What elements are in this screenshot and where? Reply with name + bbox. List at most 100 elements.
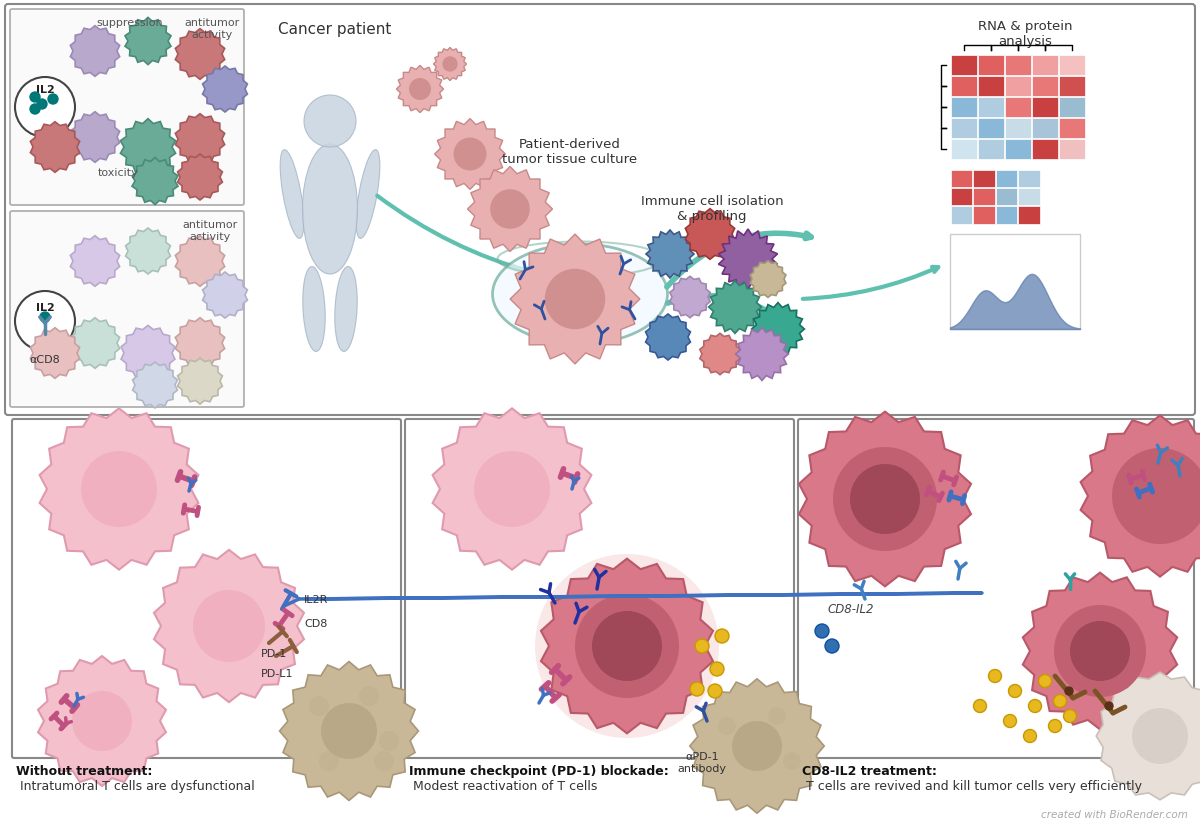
Polygon shape [468, 167, 552, 252]
Bar [996, 170, 1018, 188]
Circle shape [193, 590, 265, 662]
Circle shape [379, 731, 398, 751]
Ellipse shape [302, 145, 358, 275]
Text: Patient-derived
tumor tissue culture: Patient-derived tumor tissue culture [503, 138, 637, 165]
Text: CD8-IL2: CD8-IL2 [828, 603, 875, 616]
Circle shape [710, 662, 724, 676]
Bar [950, 76, 977, 97]
Bar [1058, 118, 1085, 138]
Polygon shape [433, 49, 467, 81]
Polygon shape [708, 281, 762, 334]
Bar [973, 189, 995, 206]
Polygon shape [71, 318, 120, 369]
Text: PD-1: PD-1 [262, 648, 287, 658]
Polygon shape [510, 235, 640, 365]
Circle shape [443, 57, 457, 73]
Circle shape [1003, 715, 1016, 728]
Bar [1004, 76, 1031, 97]
Polygon shape [750, 261, 786, 298]
Text: αPD-1
antibody: αPD-1 antibody [678, 751, 726, 772]
Bar [996, 189, 1018, 206]
Circle shape [833, 447, 937, 552]
Ellipse shape [335, 267, 358, 352]
Bar [978, 98, 1003, 117]
Circle shape [850, 465, 920, 534]
Circle shape [14, 78, 74, 138]
Circle shape [40, 313, 50, 323]
Ellipse shape [302, 267, 325, 352]
Circle shape [973, 700, 986, 713]
Circle shape [690, 682, 704, 696]
Bar [978, 139, 1003, 160]
Circle shape [1054, 695, 1067, 708]
Bar [1004, 98, 1031, 117]
Text: Cancer patient: Cancer patient [278, 22, 391, 37]
Bar [1004, 55, 1031, 75]
Circle shape [30, 93, 40, 103]
FancyBboxPatch shape [10, 212, 244, 408]
Text: IL2: IL2 [36, 85, 54, 95]
Text: αCD8: αCD8 [30, 355, 60, 365]
FancyBboxPatch shape [12, 419, 401, 758]
Circle shape [319, 751, 340, 771]
Circle shape [374, 751, 394, 771]
Bar [950, 55, 977, 75]
Bar [978, 55, 1003, 75]
FancyBboxPatch shape [10, 10, 244, 206]
Circle shape [1063, 710, 1076, 723]
Polygon shape [719, 230, 778, 289]
Circle shape [535, 554, 719, 739]
Bar [950, 118, 977, 138]
Circle shape [1028, 700, 1042, 713]
Bar [978, 76, 1003, 97]
Polygon shape [685, 209, 734, 260]
Polygon shape [736, 328, 788, 381]
Circle shape [989, 670, 1002, 682]
Circle shape [30, 105, 40, 115]
Bar [1004, 118, 1031, 138]
Polygon shape [175, 115, 224, 165]
Polygon shape [178, 359, 222, 404]
Polygon shape [38, 657, 166, 786]
Circle shape [409, 79, 431, 101]
Polygon shape [71, 26, 120, 77]
Circle shape [304, 96, 356, 148]
Bar [1018, 207, 1039, 224]
Bar [1032, 118, 1057, 138]
Text: RNA & protein
analysis: RNA & protein analysis [978, 20, 1073, 48]
Polygon shape [30, 122, 79, 173]
Polygon shape [1022, 573, 1177, 729]
Text: CD8-IL2 treatment:: CD8-IL2 treatment: [802, 764, 937, 777]
Circle shape [491, 190, 530, 230]
Bar [978, 118, 1003, 138]
Text: antitumor
activity: antitumor activity [185, 18, 240, 40]
Circle shape [545, 270, 605, 330]
Circle shape [592, 611, 662, 681]
Ellipse shape [492, 245, 667, 345]
Polygon shape [71, 112, 120, 163]
Bar [950, 98, 977, 117]
Bar [950, 207, 972, 224]
Bar [1058, 55, 1085, 75]
Circle shape [708, 684, 722, 698]
Text: T cells are revived and kill tumor cells very efficiently: T cells are revived and kill tumor cells… [802, 779, 1142, 792]
Text: toxicity: toxicity [97, 168, 138, 178]
Bar [1032, 139, 1057, 160]
Bar [1032, 76, 1057, 97]
Circle shape [37, 100, 47, 110]
Bar [973, 207, 995, 224]
Bar [1032, 98, 1057, 117]
Text: antitumor
activity: antitumor activity [182, 220, 238, 241]
Text: IL2: IL2 [36, 303, 54, 313]
Circle shape [718, 717, 736, 735]
Circle shape [359, 686, 379, 706]
Polygon shape [175, 30, 224, 80]
Polygon shape [175, 237, 224, 287]
Polygon shape [434, 119, 505, 190]
Polygon shape [132, 158, 178, 205]
Circle shape [1112, 448, 1200, 544]
Bar [1058, 139, 1085, 160]
Polygon shape [154, 550, 304, 702]
Circle shape [82, 452, 157, 528]
Circle shape [715, 629, 730, 643]
